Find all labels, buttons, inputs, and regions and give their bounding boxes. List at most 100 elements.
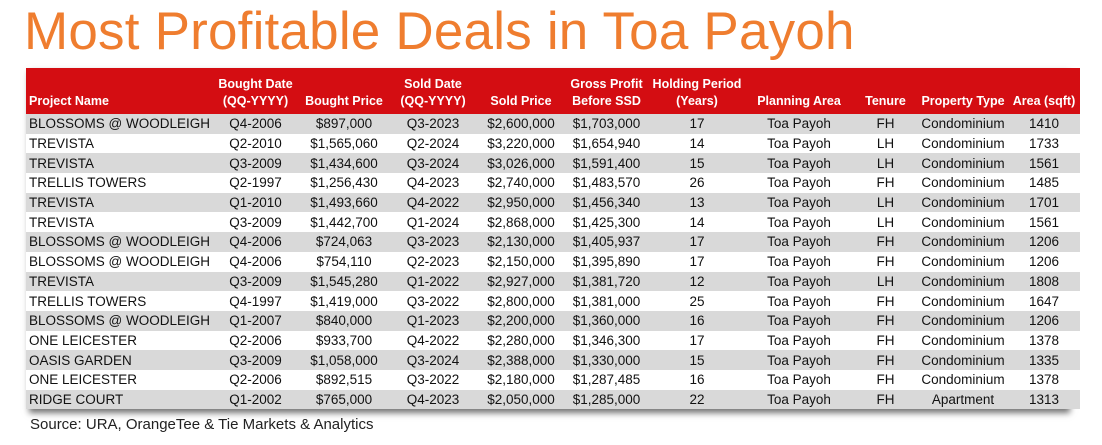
cell-holding-period: 25 bbox=[649, 291, 745, 311]
cell-property-type: Condominium bbox=[918, 291, 1008, 311]
column-header-bought-price: Bought Price bbox=[300, 68, 388, 114]
table-row: TREVISTA Q3-2009 $1,545,280 Q1-2022 $2,927,0… bbox=[26, 271, 1080, 292]
cell-area-sqft: 1378 bbox=[1008, 369, 1080, 390]
cell-area-sqft: 1701 bbox=[1008, 192, 1080, 213]
table-body: BLOSSOMS @ WOODLEIGH Q4-2006 $897,000 Q3-20… bbox=[26, 114, 1080, 410]
cell-area-sqft: 1410 bbox=[1008, 114, 1080, 134]
cell-sold-price: $2,388,000 bbox=[478, 350, 564, 370]
cell-planning-area: Toa Payoh bbox=[745, 192, 853, 213]
cell-planning-area: Toa Payoh bbox=[745, 369, 853, 390]
cell-property-type: Condominium bbox=[918, 212, 1008, 233]
cell-planning-area: Toa Payoh bbox=[745, 271, 853, 292]
cell-bought-price: $933,700 bbox=[300, 330, 388, 351]
cell-area-sqft: 1378 bbox=[1008, 330, 1080, 351]
cell-bought-price: $897,000 bbox=[300, 114, 388, 134]
column-header-area-sqft: Area (sqft) bbox=[1008, 68, 1080, 114]
cell-sold-date: Q1-2024 bbox=[388, 212, 478, 233]
cell-holding-period: 12 bbox=[649, 271, 745, 292]
cell-bought-price: $1,493,660 bbox=[300, 192, 388, 213]
cell-project-name: ONE LEICESTER bbox=[26, 369, 211, 390]
cell-bought-date: Q3-2009 bbox=[211, 212, 300, 233]
cell-area-sqft: 1313 bbox=[1008, 389, 1080, 410]
cell-holding-period: 17 bbox=[649, 330, 745, 351]
cell-project-name: TREVISTA bbox=[26, 153, 211, 174]
column-header-line: (QQ-YYYY) bbox=[222, 94, 289, 108]
cell-gross-profit: $1,381,720 bbox=[564, 271, 649, 292]
table-row: ONE LEICESTER Q2-2006 $892,515 Q3-2022 $2,18… bbox=[26, 369, 1080, 390]
table-row: TRELLIS TOWERS Q2-1997 $1,256,430 Q4-2023 $2… bbox=[26, 173, 1080, 193]
deals-table-container: Project Name Bought Date (QQ-YYYY) Bought P… bbox=[26, 68, 1080, 410]
cell-sold-date: Q3-2022 bbox=[388, 369, 478, 390]
cell-gross-profit: $1,395,890 bbox=[564, 251, 649, 272]
column-header-property-type: Property Type bbox=[918, 68, 1008, 114]
cell-sold-date: Q1-2023 bbox=[388, 310, 478, 331]
cell-bought-date: Q1-2002 bbox=[211, 389, 300, 410]
cell-bought-date: Q1-2007 bbox=[211, 310, 300, 331]
cell-area-sqft: 1561 bbox=[1008, 153, 1080, 174]
cell-bought-price: $1,545,280 bbox=[300, 271, 388, 292]
cell-bought-price: $1,434,600 bbox=[300, 153, 388, 174]
page-title: Most Profitable Deals in Toa Payoh bbox=[24, 2, 855, 61]
deals-table: Project Name Bought Date (QQ-YYYY) Bought P… bbox=[26, 68, 1080, 410]
cell-sold-date: Q3-2024 bbox=[388, 350, 478, 370]
cell-bought-date: Q1-2010 bbox=[211, 192, 300, 213]
cell-property-type: Condominium bbox=[918, 350, 1008, 370]
cell-bought-date: Q4-2006 bbox=[211, 114, 300, 134]
cell-tenure: FH bbox=[853, 173, 918, 193]
cell-sold-date: Q2-2023 bbox=[388, 251, 478, 272]
cell-area-sqft: 1561 bbox=[1008, 212, 1080, 233]
cell-planning-area: Toa Payoh bbox=[745, 212, 853, 233]
cell-bought-date: Q2-2010 bbox=[211, 133, 300, 154]
cell-planning-area: Toa Payoh bbox=[745, 389, 853, 410]
cell-project-name: TREVISTA bbox=[26, 192, 211, 213]
cell-sold-date: Q3-2023 bbox=[388, 232, 478, 252]
cell-holding-period: 22 bbox=[649, 389, 745, 410]
column-header-sold-date: Sold Date (QQ-YYYY) bbox=[388, 68, 478, 114]
cell-sold-price: $3,220,000 bbox=[478, 133, 564, 154]
column-header-holding-period: Holding Period (Years) bbox=[649, 68, 745, 114]
cell-tenure: FH bbox=[853, 114, 918, 134]
cell-tenure: FH bbox=[853, 389, 918, 410]
column-header-line: (Years) bbox=[676, 94, 718, 108]
cell-property-type: Apartment bbox=[918, 389, 1008, 410]
cell-bought-date: Q3-2009 bbox=[211, 350, 300, 370]
cell-bought-date: Q2-1997 bbox=[211, 173, 300, 193]
cell-holding-period: 17 bbox=[649, 251, 745, 272]
cell-bought-date: Q3-2009 bbox=[211, 271, 300, 292]
cell-gross-profit: $1,346,300 bbox=[564, 330, 649, 351]
cell-sold-price: $3,026,000 bbox=[478, 153, 564, 174]
cell-property-type: Condominium bbox=[918, 232, 1008, 252]
cell-holding-period: 17 bbox=[649, 114, 745, 134]
cell-sold-price: $2,150,000 bbox=[478, 251, 564, 272]
cell-project-name: ONE LEICESTER bbox=[26, 330, 211, 351]
column-header-line: Bought Date bbox=[218, 77, 293, 91]
column-header-line: Before SSD bbox=[572, 94, 641, 108]
cell-gross-profit: $1,483,570 bbox=[564, 173, 649, 193]
cell-bought-price: $840,000 bbox=[300, 310, 388, 331]
table-row: OASIS GARDEN Q3-2009 $1,058,000 Q3-2024 $2,3… bbox=[26, 350, 1080, 370]
cell-gross-profit: $1,591,400 bbox=[564, 153, 649, 174]
cell-area-sqft: 1206 bbox=[1008, 310, 1080, 331]
cell-planning-area: Toa Payoh bbox=[745, 153, 853, 174]
column-header-line: (QQ-YYYY) bbox=[400, 94, 466, 108]
cell-tenure: LH bbox=[853, 271, 918, 292]
table-row: TRELLIS TOWERS Q4-1997 $1,419,000 Q3-2022 $2… bbox=[26, 291, 1080, 311]
cell-sold-price: $2,927,000 bbox=[478, 271, 564, 292]
table-row: ONE LEICESTER Q2-2006 $933,700 Q4-2022 $2,28… bbox=[26, 330, 1080, 351]
cell-project-name: TREVISTA bbox=[26, 271, 211, 292]
column-header-tenure: Tenure bbox=[853, 68, 918, 114]
cell-bought-price: $1,565,060 bbox=[300, 133, 388, 154]
cell-sold-price: $2,950,000 bbox=[478, 192, 564, 213]
cell-holding-period: 15 bbox=[649, 350, 745, 370]
cell-holding-period: 16 bbox=[649, 369, 745, 390]
cell-gross-profit: $1,405,937 bbox=[564, 232, 649, 252]
column-header-project-name: Project Name bbox=[26, 68, 211, 114]
cell-planning-area: Toa Payoh bbox=[745, 330, 853, 351]
cell-planning-area: Toa Payoh bbox=[745, 232, 853, 252]
cell-bought-date: Q4-2006 bbox=[211, 251, 300, 272]
cell-project-name: TREVISTA bbox=[26, 212, 211, 233]
column-header-planning-area: Planning Area bbox=[745, 68, 853, 114]
cell-sold-price: $2,600,000 bbox=[478, 114, 564, 134]
cell-bought-date: Q2-2006 bbox=[211, 369, 300, 390]
table-row: TREVISTA Q2-2010 $1,565,060 Q2-2024 $3,220,0… bbox=[26, 133, 1080, 154]
